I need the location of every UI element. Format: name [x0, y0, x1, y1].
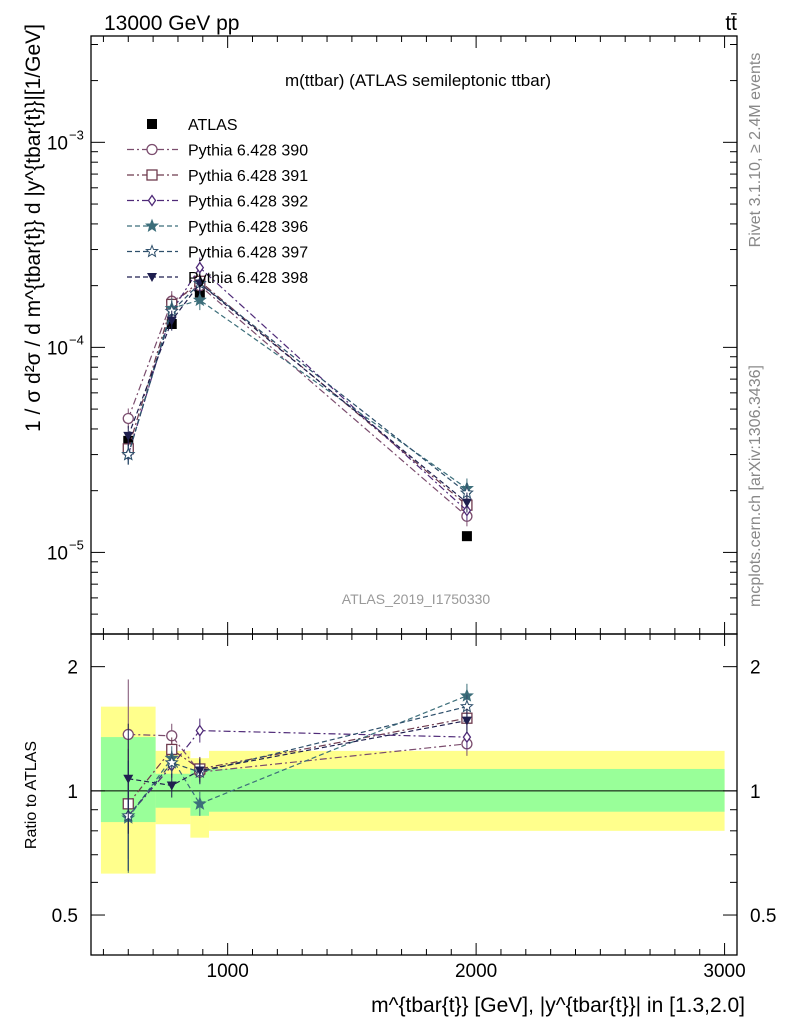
series-atlas — [123, 287, 472, 542]
y-tick-label: 10 — [47, 133, 68, 154]
legend-marker — [145, 244, 159, 258]
legend-marker — [147, 194, 157, 207]
series-line — [127, 282, 468, 504]
y-tick-label: 10 — [47, 338, 68, 359]
ratio-series-line — [127, 706, 468, 817]
legend-label: Pythia 6.428 391 — [188, 168, 308, 185]
ratio-data-point — [461, 716, 472, 726]
data-point — [166, 316, 177, 326]
ratio-data-point — [123, 774, 134, 784]
ratio-frame — [90, 633, 738, 956]
ratio-y-tick-label: 1 — [67, 782, 78, 803]
header-left: 13000 GeV pp — [104, 12, 239, 35]
legend-marker — [146, 143, 158, 156]
x-tick-label: 3000 — [703, 961, 745, 982]
ratio-y-tick-label: 0.5 — [52, 906, 78, 927]
legend-marker — [147, 119, 157, 129]
ratio-data-point — [195, 724, 205, 737]
series-pythia-6-428-392 — [123, 257, 472, 521]
ratio-data-point — [462, 730, 472, 744]
legend-label: Pythia 6.428 398 — [188, 270, 308, 287]
ratio-series-line — [127, 729, 467, 817]
ratio-series-line — [127, 717, 468, 805]
legend-label: Pythia 6.428 390 — [188, 143, 308, 160]
data-point — [123, 431, 134, 441]
y-tick-label-exponent: −5 — [69, 537, 84, 552]
rivet-label: Rivet 3.1.10, ≥ 2.4M events — [747, 53, 764, 248]
data-point — [461, 531, 472, 542]
ratio-series-line — [128, 733, 467, 773]
x-tick-label: 1000 — [207, 961, 249, 982]
legend-marker — [146, 169, 158, 181]
ratio-y-axis-label: Ratio to ATLAS — [23, 741, 40, 849]
mcplots-label: mcplots.cern.ch [arXiv:1306.3436] — [747, 365, 764, 607]
series-line — [127, 284, 468, 517]
data-point — [194, 279, 205, 289]
ratio-band-green — [209, 768, 725, 812]
chart-title: m(ttbar) (ATLAS semileptonic ttbar) — [285, 71, 551, 90]
data-point — [195, 261, 205, 274]
watermark: ATLAS_2019_I1750330 — [342, 591, 491, 607]
y-tick-label-exponent: −4 — [69, 332, 84, 347]
ratio-y-tick-label-right: 0.5 — [750, 906, 776, 927]
data-point — [121, 447, 136, 461]
ratio-data-point — [166, 781, 177, 791]
data-point — [192, 292, 207, 307]
data-point — [122, 412, 134, 425]
ratio-y-tick-label-right: 1 — [750, 782, 761, 803]
y-tick-label: 10 — [47, 543, 68, 564]
y-axis-label: 1 / σ d²σ / d m^{tbar{t}} d |y^{tbar{t}}… — [22, 24, 45, 432]
x-axis-label: m^{tbar{t}} [GeV], |y^{tbar{t}}| in [1.3… — [371, 994, 745, 1017]
series-line — [127, 266, 468, 512]
ratio-data-point — [192, 796, 207, 810]
legend-label: Pythia 6.428 396 — [188, 219, 308, 236]
legend-marker — [147, 273, 157, 282]
ratio-panel: 1000 2000 3000 0.5 0.5 1 1 2 2 — [52, 633, 776, 982]
y-tick-label-exponent: −3 — [69, 127, 84, 142]
ratio-data-point — [194, 766, 205, 776]
legend-label: Pythia 6.428 392 — [188, 194, 308, 211]
ratio-y-tick-label: 2 — [67, 658, 78, 679]
legend: ATLAS Pythia 6.428 390 Pythia 6.428 391 Pyt… — [127, 117, 308, 287]
legend-label: Pythia 6.428 397 — [188, 245, 308, 262]
legend-marker — [145, 218, 159, 233]
series-pythia-6-428-398 — [123, 273, 472, 513]
ratio-series-line — [127, 695, 468, 819]
series-line — [127, 282, 468, 494]
ratio-data-point — [164, 755, 179, 769]
series-line — [127, 280, 468, 506]
ratio-series-line — [128, 720, 468, 787]
x-tick-label: 2000 — [455, 961, 497, 982]
ratio-y-tick-label-right: 2 — [750, 658, 761, 679]
legend-label: ATLAS — [188, 117, 238, 134]
ratio-series-pythia-6-428-398 — [123, 708, 472, 834]
data-point — [461, 498, 472, 508]
header-right: tt̄ — [725, 12, 737, 35]
